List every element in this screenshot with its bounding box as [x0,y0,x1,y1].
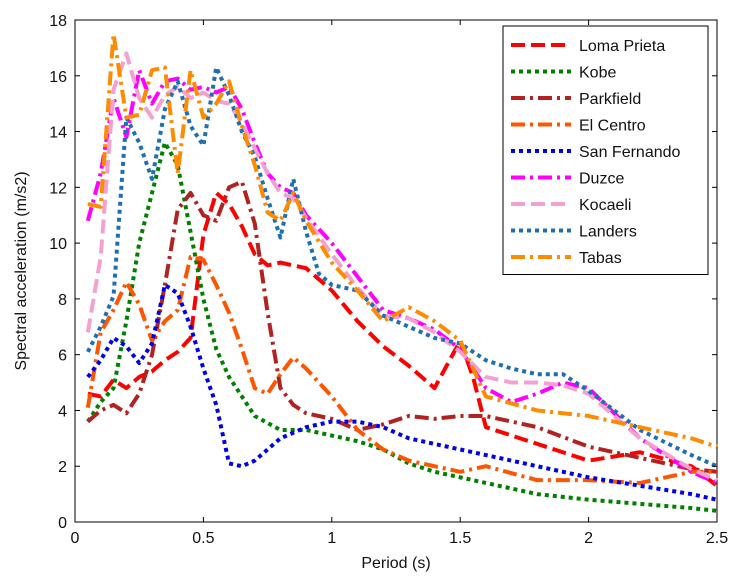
series-line-tabas [87,31,718,449]
axis-layer: 0 0.5 1 1.5 2 2.5 0 2 4 6 8 10 12 14 16 18 [49,13,728,547]
series-line-parkfield [86,179,718,474]
series-line-loma-prieta [87,190,719,488]
legend-label: San Fernando [579,144,681,161]
x-tick-label: 2 [584,530,593,547]
y-tick-label: 6 [58,348,67,365]
y-tick-label: 8 [58,292,67,309]
y-tick-label: 0 [58,515,67,532]
y-tick-label: 2 [58,459,67,476]
legend-label: Parkfield [579,91,641,108]
series-line-el-centro [85,255,717,485]
y-tick-label: 14 [49,125,67,142]
series-line-kocaeli [85,51,718,483]
y-tick-label: 10 [49,236,67,253]
legend-label: Loma Prieta [579,38,665,55]
x-tick-label: 0 [71,530,80,547]
y-axis-label: Spectral acceleration (m/s2) [13,171,30,370]
y-tick-label: 12 [49,180,67,197]
y-tick-label: 18 [49,13,67,30]
x-axis-label: Period (s) [361,555,430,572]
series-line-kobe [86,140,718,513]
legend-label: Landers [579,224,637,241]
y-tick-label: 4 [58,403,67,420]
legend-label: Duzce [579,171,624,188]
legend-label: Tabas [579,250,622,267]
series-line-duzce [85,68,718,485]
series-layer [85,31,719,513]
legend-label: Kocaeli [579,197,631,214]
x-tick-label: 1 [327,530,336,547]
legend: Loma Prieta Kobe Parkfield El Centro San Fer… [502,25,709,275]
series-line-landers [86,65,718,469]
x-tick-label: 0.5 [192,530,214,547]
y-tick-label: 16 [49,69,67,86]
legend-label: El Centro [579,118,646,135]
x-tick-label: 1.5 [449,530,471,547]
legend-label: Kobe [579,65,616,82]
x-tick-label: 2.5 [706,530,728,547]
